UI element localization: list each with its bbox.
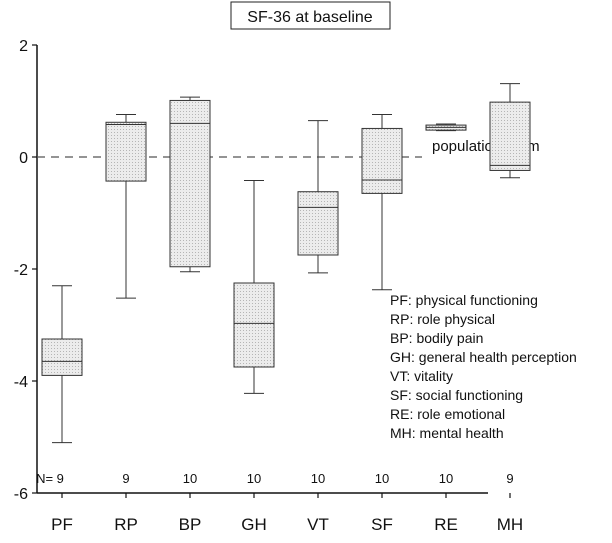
n-label-gh: 10 [247, 471, 261, 486]
legend-entry-gh: GH: general health perception [390, 349, 577, 365]
legend-entry-re: RE: role emotional [390, 406, 505, 422]
y-tick-label--4: -4 [14, 374, 28, 391]
legend-entry-sf: SF: social functioning [390, 387, 523, 403]
x-tick-label-pf: PF [51, 515, 73, 534]
y-tick-label--2: -2 [14, 262, 28, 279]
iqr-box-bp [169, 99, 211, 268]
chart-title-box [230, 1, 391, 30]
box-pf [41, 285, 83, 444]
legend-entry-bp: BP: bodily pain [390, 330, 483, 346]
legend-entry-rp: RP: role physical [390, 311, 495, 327]
n-label-rp: 9 [122, 471, 129, 486]
legend-entry-mh: MH: mental health [390, 425, 504, 441]
box-gh [233, 180, 275, 394]
iqr-box-rp [105, 121, 147, 182]
boxes [41, 83, 531, 444]
x-tick-label-rp: RP [114, 515, 138, 534]
y-tick-label-2: 2 [19, 38, 28, 55]
y-tick-label-0: 0 [19, 150, 28, 167]
iqr-box-pf [41, 338, 83, 376]
x-tick-label-bp: BP [179, 515, 202, 534]
box-rp [105, 113, 147, 299]
legend-entry-pf: PF: physical functioning [390, 292, 538, 308]
iqr-box-vt [297, 191, 339, 256]
y-tick-label--6: -6 [14, 486, 28, 503]
labels: PF RP BP GH VT SF RE MH N= 9 9 10 10 10 10 10 9 [36, 471, 523, 534]
legend: PF: physical functioning RP: role physic… [390, 292, 577, 441]
x-tick-label-sf: SF [371, 515, 393, 534]
n-label-sf: 10 [375, 471, 389, 486]
box-vt [297, 120, 339, 274]
box-sf [361, 113, 403, 291]
x-tick-label-mh: MH [497, 515, 523, 534]
n-label-mh: 9 [506, 471, 513, 486]
legend-entry-vt: VT: vitality [390, 368, 453, 384]
chart-title: SF-36 at baseline [247, 9, 373, 26]
x-tick-label-gh: GH [241, 515, 267, 534]
n-label-re: 10 [439, 471, 453, 486]
n-label-bp: 10 [183, 471, 197, 486]
iqr-box-gh [233, 282, 275, 368]
x-tick-label-re: RE [434, 515, 458, 534]
iqr-box-mh [489, 101, 531, 171]
n-label-vt: 10 [311, 471, 325, 486]
x-tick-label-vt: VT [307, 515, 329, 534]
n-label-pf: N= 9 [36, 471, 64, 486]
iqr-box-sf [361, 127, 403, 194]
axes: -6 -4 -2 0 2 [14, 38, 511, 503]
box-mh [489, 83, 531, 179]
box-re [425, 123, 467, 132]
box-bp [169, 96, 211, 273]
